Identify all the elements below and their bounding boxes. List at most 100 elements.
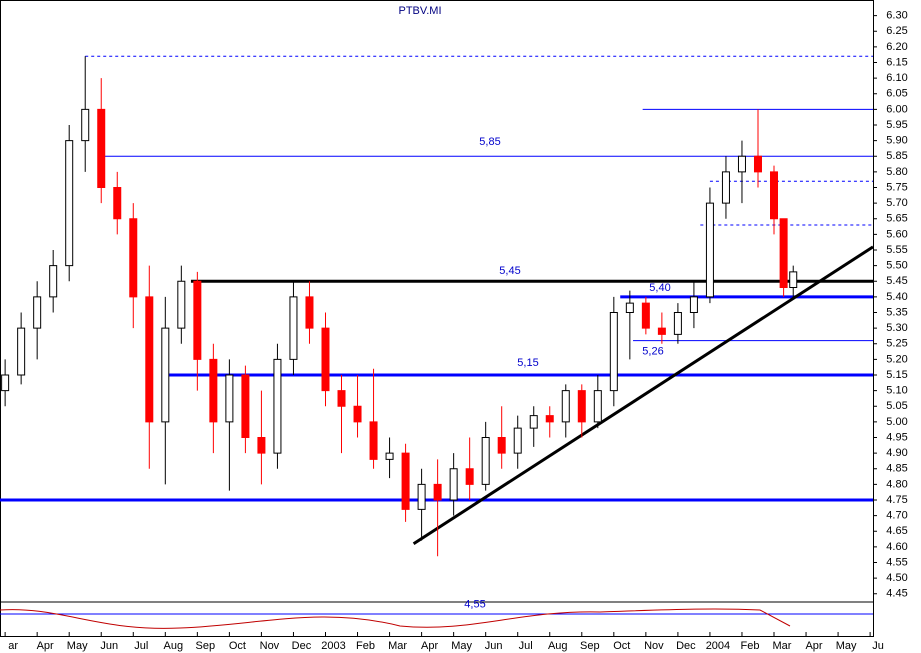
x-tick-label: May [451, 640, 472, 652]
y-tick-label: 4.60 [886, 541, 907, 553]
y-tick-label: 5.40 [886, 291, 907, 303]
candle-body [737, 155, 746, 173]
x-tick-label: Feb [356, 640, 375, 652]
level-label: 5,26 [642, 346, 663, 358]
level-label: 4,55 [464, 598, 485, 610]
candle-body [779, 218, 788, 288]
x-tick-label: Oct [613, 640, 630, 652]
candle-body [321, 327, 330, 392]
y-tick-label: 5.55 [886, 244, 907, 256]
candle-body [433, 483, 442, 501]
candle-body [529, 415, 538, 429]
candle-body [97, 108, 106, 188]
candle-body [369, 421, 378, 460]
candle-body [289, 296, 298, 360]
x-tick-label: May [67, 640, 88, 652]
x-tick-label: Oct [229, 640, 246, 652]
y-tick-label: 6.30 [886, 10, 907, 22]
candle-body [225, 374, 234, 423]
x-tick-label: Sep [580, 640, 600, 652]
x-tick-label: Nov [260, 640, 280, 652]
candle-body [449, 468, 458, 501]
candle-body [17, 327, 26, 376]
y-tick-label: 6.15 [886, 56, 907, 68]
y-tick-label: 5.50 [886, 260, 907, 272]
candle-body [353, 405, 362, 423]
chart-title: PTBV.MI [399, 5, 442, 17]
trendline [412, 245, 874, 546]
candle-body [673, 312, 682, 335]
candle-body [305, 296, 314, 329]
y-tick-label: 4.70 [886, 510, 907, 522]
x-tick-label: Apr [805, 640, 822, 652]
plot-frame [0, 0, 874, 637]
candle-body [177, 280, 186, 329]
y-tick-label: 6.05 [886, 88, 907, 100]
y-tick-label: 4.85 [886, 463, 907, 475]
x-tick-label: Aug [164, 640, 184, 652]
candle-body [641, 302, 650, 329]
candle-body [481, 437, 490, 485]
candle-body [625, 302, 634, 313]
x-tick-label: Dec [676, 640, 696, 652]
x-tick-label: Dec [292, 640, 312, 652]
candle-body [417, 483, 426, 510]
candle-body [273, 358, 282, 454]
x-tick-label: Ju [872, 640, 884, 652]
y-tick-label: 5.75 [886, 181, 907, 193]
y-tick-label: 5.00 [886, 416, 907, 428]
y-tick-label: 4.65 [886, 525, 907, 537]
y-tick-label: 5.10 [886, 385, 907, 397]
candle-body [513, 427, 522, 454]
x-tick-label: 2004 [706, 640, 730, 652]
y-tick-label: 5.70 [886, 197, 907, 209]
y-tick-label: 4.45 [886, 588, 907, 600]
level-label: 5,45 [499, 265, 520, 277]
candle-body [465, 468, 474, 485]
level-label: 5,15 [517, 357, 538, 369]
candle-body [577, 390, 586, 423]
candle-body [193, 280, 202, 360]
y-tick-label: 5.85 [886, 150, 907, 162]
y-tick-label: 6.20 [886, 41, 907, 53]
x-tick-label: Mar [773, 640, 792, 652]
candle-body [161, 327, 170, 423]
y-tick-label: 5.30 [886, 322, 907, 334]
y-tick-label: 6.10 [886, 72, 907, 84]
candle-body [241, 374, 250, 438]
candle-body [257, 437, 266, 454]
y-tick-label: 5.05 [886, 400, 907, 412]
y-tick-label: 4.90 [886, 447, 907, 459]
candle-body [689, 296, 698, 313]
candle-body [545, 415, 554, 423]
y-tick-label: 5.15 [886, 369, 907, 381]
x-tick-label: Jun [100, 640, 118, 652]
candle-body [1, 374, 10, 392]
candle-body [753, 155, 762, 173]
y-tick-label: 6.25 [886, 25, 907, 37]
x-tick-label: Nov [644, 640, 664, 652]
y-tick-label: 5.80 [886, 166, 907, 178]
candle-body [49, 265, 58, 298]
candle-body [385, 452, 394, 460]
y-tick-label: 5.95 [886, 119, 907, 131]
candle-body [401, 452, 410, 510]
x-tick-label: Jun [485, 640, 503, 652]
x-tick-label: Apr [37, 640, 54, 652]
y-tick-label: 5.65 [886, 213, 907, 225]
candle-body [337, 390, 346, 407]
y-tick-label: 5.90 [886, 135, 907, 147]
candle-body [789, 271, 798, 288]
x-tick-label: Jul [134, 640, 148, 652]
indicator-curve [0, 608, 791, 629]
candle-body [657, 327, 666, 335]
candle-body [33, 296, 42, 329]
candle-body [81, 108, 90, 142]
x-tick-label: Feb [740, 640, 759, 652]
x-tick-label: Apr [421, 640, 438, 652]
x-tick-label: Jul [519, 640, 533, 652]
candle-body [770, 171, 779, 220]
y-tick-label: 5.60 [886, 228, 907, 240]
